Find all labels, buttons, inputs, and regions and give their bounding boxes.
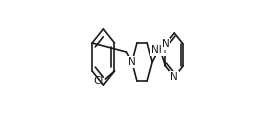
Text: Cl: Cl: [93, 76, 103, 86]
Text: N: N: [170, 72, 178, 82]
Text: N: N: [162, 39, 169, 49]
Text: N: N: [128, 57, 136, 67]
Text: NH: NH: [151, 45, 166, 55]
